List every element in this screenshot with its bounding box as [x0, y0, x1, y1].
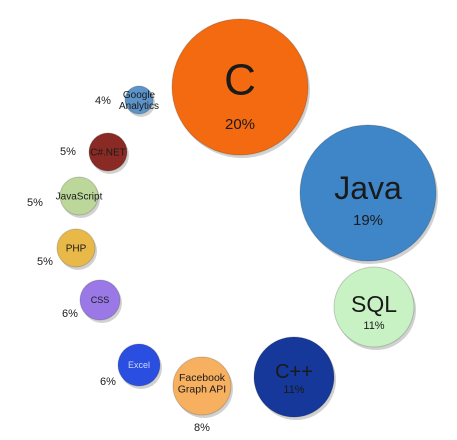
- bubble-javascript-circle: [59, 176, 99, 216]
- bubble-javascript-percent: 5%: [27, 197, 43, 209]
- bubble-c-circle: [171, 18, 309, 156]
- bubble-java-circle: [299, 124, 437, 262]
- bubble-css-label: CSS: [91, 295, 110, 305]
- bubble-c-net-circle: [88, 132, 128, 172]
- bubble-php-circle: [56, 228, 96, 268]
- bubble-php-percent: 5%: [37, 256, 53, 268]
- bubble-php: PHP 5%: [37, 228, 97, 270]
- bubble-css-circle: [79, 279, 121, 321]
- bubble-javascript: JavaScript 5%: [27, 176, 103, 218]
- bubble-php-label: PHP: [66, 244, 87, 255]
- bubble-google-analytics-percent: 4%: [95, 95, 111, 107]
- bubble-css-percent: 6%: [62, 308, 78, 320]
- bubble-excel-circle: [117, 343, 161, 387]
- bubble-facebook-graph-api-label: Facebook Graph API: [178, 372, 226, 396]
- bubble-facebook-graph-api-percent: 8%: [194, 422, 210, 434]
- bubble-java-label: Java: [334, 170, 402, 206]
- bubble-facebook-graph-api: Facebook Graph API 8%: [172, 356, 233, 434]
- bubble-c-percent: 11%: [283, 384, 304, 396]
- bubble-c-label: C++: [275, 361, 313, 383]
- bubble-google-analytics-circle: [124, 85, 154, 115]
- bubble-c-net: C#.NET 5%: [60, 132, 129, 174]
- bubble-c-percent: 20%: [225, 116, 255, 133]
- bubble-javascript-label: JavaScript: [56, 192, 103, 203]
- bubble-excel: Excel 6%: [100, 343, 162, 389]
- bubble-excel-percent: 6%: [100, 376, 116, 388]
- bubble-google-analytics-label: Google Analytics: [119, 90, 159, 112]
- bubble-c: C++11%: [253, 336, 336, 420]
- bubble-css: CSS 6%: [62, 279, 122, 323]
- bubble-facebook-graph-api-circle: [172, 356, 232, 416]
- bubble-sql-circle: [333, 266, 415, 348]
- bubble-c-circle: [253, 336, 335, 418]
- bubble-sql: SQL 11%: [333, 266, 416, 350]
- bubble-sql-percent: 11%: [363, 320, 384, 332]
- bubble-java-percent: 19%: [353, 212, 383, 229]
- bubble-c: C 20%: [171, 18, 310, 158]
- bubble-java: Java 19%: [299, 124, 438, 264]
- bubble-c-label: C: [224, 55, 256, 104]
- bubble-excel-label: Excel: [128, 360, 150, 370]
- bubble-sql-label: SQL: [351, 291, 397, 317]
- bubble-google-analytics: Google Analytics 4%: [95, 85, 159, 117]
- bubble-c-net-label: C#.NET: [90, 148, 126, 159]
- bubble-c-net-percent: 5%: [60, 146, 76, 158]
